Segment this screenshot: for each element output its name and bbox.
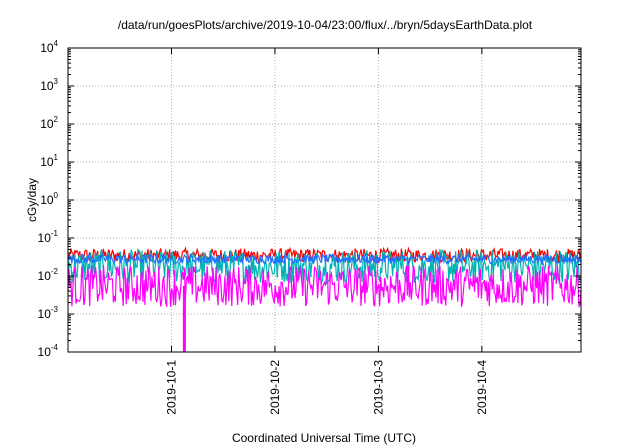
y-axis-label: cGy/day: [25, 178, 39, 222]
y-tick-label: 102: [40, 115, 58, 131]
y-tick-label: 100: [40, 191, 58, 207]
y-tick-label: 101: [40, 153, 58, 169]
x-tick-label: 2019-10-4: [475, 360, 489, 415]
x-axis: 2019-10-1 2019-10-2 2019-10-3 2019-10-4: [164, 48, 489, 415]
x-tick-label: 2019-10-1: [164, 360, 178, 415]
chart-title: /data/run/goesPlots/archive/2019-10-04/2…: [118, 18, 533, 32]
series-line: [67, 252, 582, 266]
series-line: [67, 264, 582, 308]
y-tick-label: 10-1: [38, 229, 59, 245]
series-layer: [67, 246, 582, 352]
series-line: [67, 248, 582, 286]
plot-frame: [67, 47, 582, 353]
y-tick-label: 104: [40, 39, 58, 55]
grid: [68, 48, 581, 352]
x-tick-label: 2019-10-3: [371, 360, 385, 415]
y-axis: 10-4 10-3 10-2 10-1 100 101 102 103 104: [38, 39, 581, 359]
y-tick-label: 103: [40, 77, 58, 93]
y-tick-label: 10-2: [38, 267, 59, 283]
x-axis-label: Coordinated Universal Time (UTC): [232, 431, 416, 445]
series-line: [67, 246, 582, 265]
y-tick-label: 10-3: [38, 305, 59, 321]
x-tick-label: 2019-10-2: [268, 360, 282, 415]
y-tick-label: 10-4: [38, 343, 59, 359]
